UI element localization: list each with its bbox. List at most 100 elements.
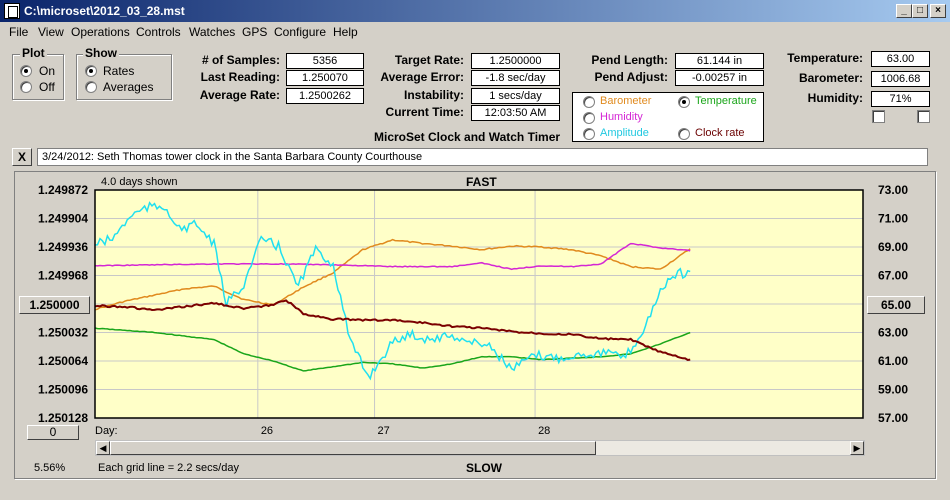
target-rate-label: Target Rate: [394,53,464,67]
barometer-series [94,238,691,311]
humidity-series [94,242,691,271]
fast-label: FAST [466,175,497,189]
series-select-box [572,92,764,142]
instability-value: 1 secs/day [471,88,560,104]
scroll-thumb[interactable] [110,441,596,455]
barometer-value: 1006.68 [871,71,930,87]
horizontal-scrollbar[interactable]: ◀ ▶ [95,440,865,456]
right-tick-label: 67.00 [878,269,908,283]
right-tick-label: 73.00 [878,183,908,197]
days-shown: 4.0 days shown [101,176,178,188]
close-button[interactable]: × [930,4,946,18]
average-error-value: -1.8 sec/day [471,70,560,86]
left-tick-label: 1.250064 [38,354,88,368]
temperature-series [94,327,691,372]
menu-gps[interactable]: GPS [242,25,268,39]
title-bar: C:\microset\2012_03_28.mst _ □ × [0,0,950,22]
app-subtitle: MicroSet Clock and Watch Timer [374,130,561,144]
pend-adjust-value: -0.00257 in [675,70,764,86]
grid-lines [95,190,863,418]
left-tick-label: 1.250096 [38,383,88,397]
temperature-radio[interactable] [678,96,690,108]
humidity-radio[interactable] [583,112,595,124]
temperature-label: Temperature: [787,51,863,65]
center-rate-button[interactable]: 1.250000 [19,296,90,314]
show-averages-radio[interactable] [85,81,97,93]
right-tick-label: 63.00 [878,326,908,340]
amplitude-option: Amplitude [600,127,649,139]
barometer-radio[interactable] [583,96,595,108]
x-axis: 26 27 28 [261,425,550,437]
humidity-value: 71% [871,91,930,107]
left-tick-label: 1.249968 [38,269,88,283]
plot-on-label: On [39,64,56,78]
average-rate-label: Average Rate: [199,88,280,102]
show-rates-label: Rates [103,64,135,78]
menu-controls[interactable]: Controls [136,25,181,39]
samples-value: 5356 [286,53,364,69]
minimize-button[interactable]: _ [896,4,912,18]
x-tick-label: 26 [261,425,273,437]
last-reading-value: 1.250070 [286,70,364,86]
instability-label: Instability: [403,88,464,102]
right-scale-button[interactable]: 65.00 [867,296,925,314]
last-reading-label: Last Reading: [200,70,280,84]
zero-button[interactable]: 0 [27,425,79,440]
left-tick-label: 1.250032 [38,326,88,340]
menu-operations[interactable]: Operations [71,25,130,39]
show-rates-radio[interactable] [85,65,97,77]
right-tick-label: 57.00 [878,411,908,425]
average-rate-value: 1.2500262 [286,88,364,104]
menu-watches[interactable]: Watches [189,25,236,39]
right-tick-label: 61.00 [878,354,908,368]
humidity-label: Humidity: [807,91,863,105]
clock-rate-radio[interactable] [678,128,690,140]
plot-on-radio[interactable] [20,65,32,77]
series-lines [94,201,691,381]
barometer-option: Barometer [600,95,652,107]
left-tick-label: 1.249872 [38,183,88,197]
plot-off-label: Off [39,80,55,94]
temperature-checkbox[interactable] [872,110,885,123]
show-group-title: Show [83,46,119,60]
maximize-button[interactable]: □ [912,4,928,18]
current-time-value: 12:03:50 AM [471,105,560,121]
plot-panel [14,171,936,479]
show-group [76,54,172,100]
percent-readout: 5.56% [34,462,66,474]
slow-label: SLOW [466,461,502,475]
x-tick-label: 27 [378,425,390,437]
clock-rate-option: Clock rate [695,127,745,139]
humidity-option: Humidity [600,111,643,123]
humidity-checkbox[interactable] [917,110,930,123]
right-tick-label: 59.00 [878,383,908,397]
barometer-label: Barometer: [798,71,863,85]
target-rate-value: 1.2500000 [471,53,560,69]
clock-rate-series [94,299,691,362]
pend-length-label: Pend Length: [591,53,668,67]
menu-help[interactable]: Help [333,25,358,39]
scroll-left-icon[interactable]: ◀ [96,441,110,455]
day-label: Day: [95,425,118,437]
menu-view[interactable]: View [38,25,64,39]
menu-configure[interactable]: Configure [274,25,327,39]
samples-label: # of Samples: [201,53,280,67]
temperature-value: 63.00 [871,51,930,67]
x-tick-label: 28 [538,425,550,437]
plot-group-title: Plot [20,46,47,60]
left-tick-label: 1.249936 [38,240,88,254]
grid-note: Each grid line = 2.2 secs/day [98,462,239,474]
amplitude-radio[interactable] [583,128,595,140]
note-close-button[interactable]: X [12,148,32,166]
amplitude-series [94,201,691,381]
app-icon[interactable] [4,3,20,19]
note-input[interactable]: 3/24/2012: Seth Thomas tower clock in th… [37,148,928,166]
plot-off-radio[interactable] [20,81,32,93]
left-tick-label: 1.249904 [38,212,88,226]
menu-file[interactable]: File [9,25,29,39]
current-time-label: Current Time: [385,105,464,119]
show-averages-label: Averages [103,80,154,94]
menu-bar: File View Operations Controls Watches GP… [0,22,950,42]
scroll-right-icon[interactable]: ▶ [850,441,864,455]
